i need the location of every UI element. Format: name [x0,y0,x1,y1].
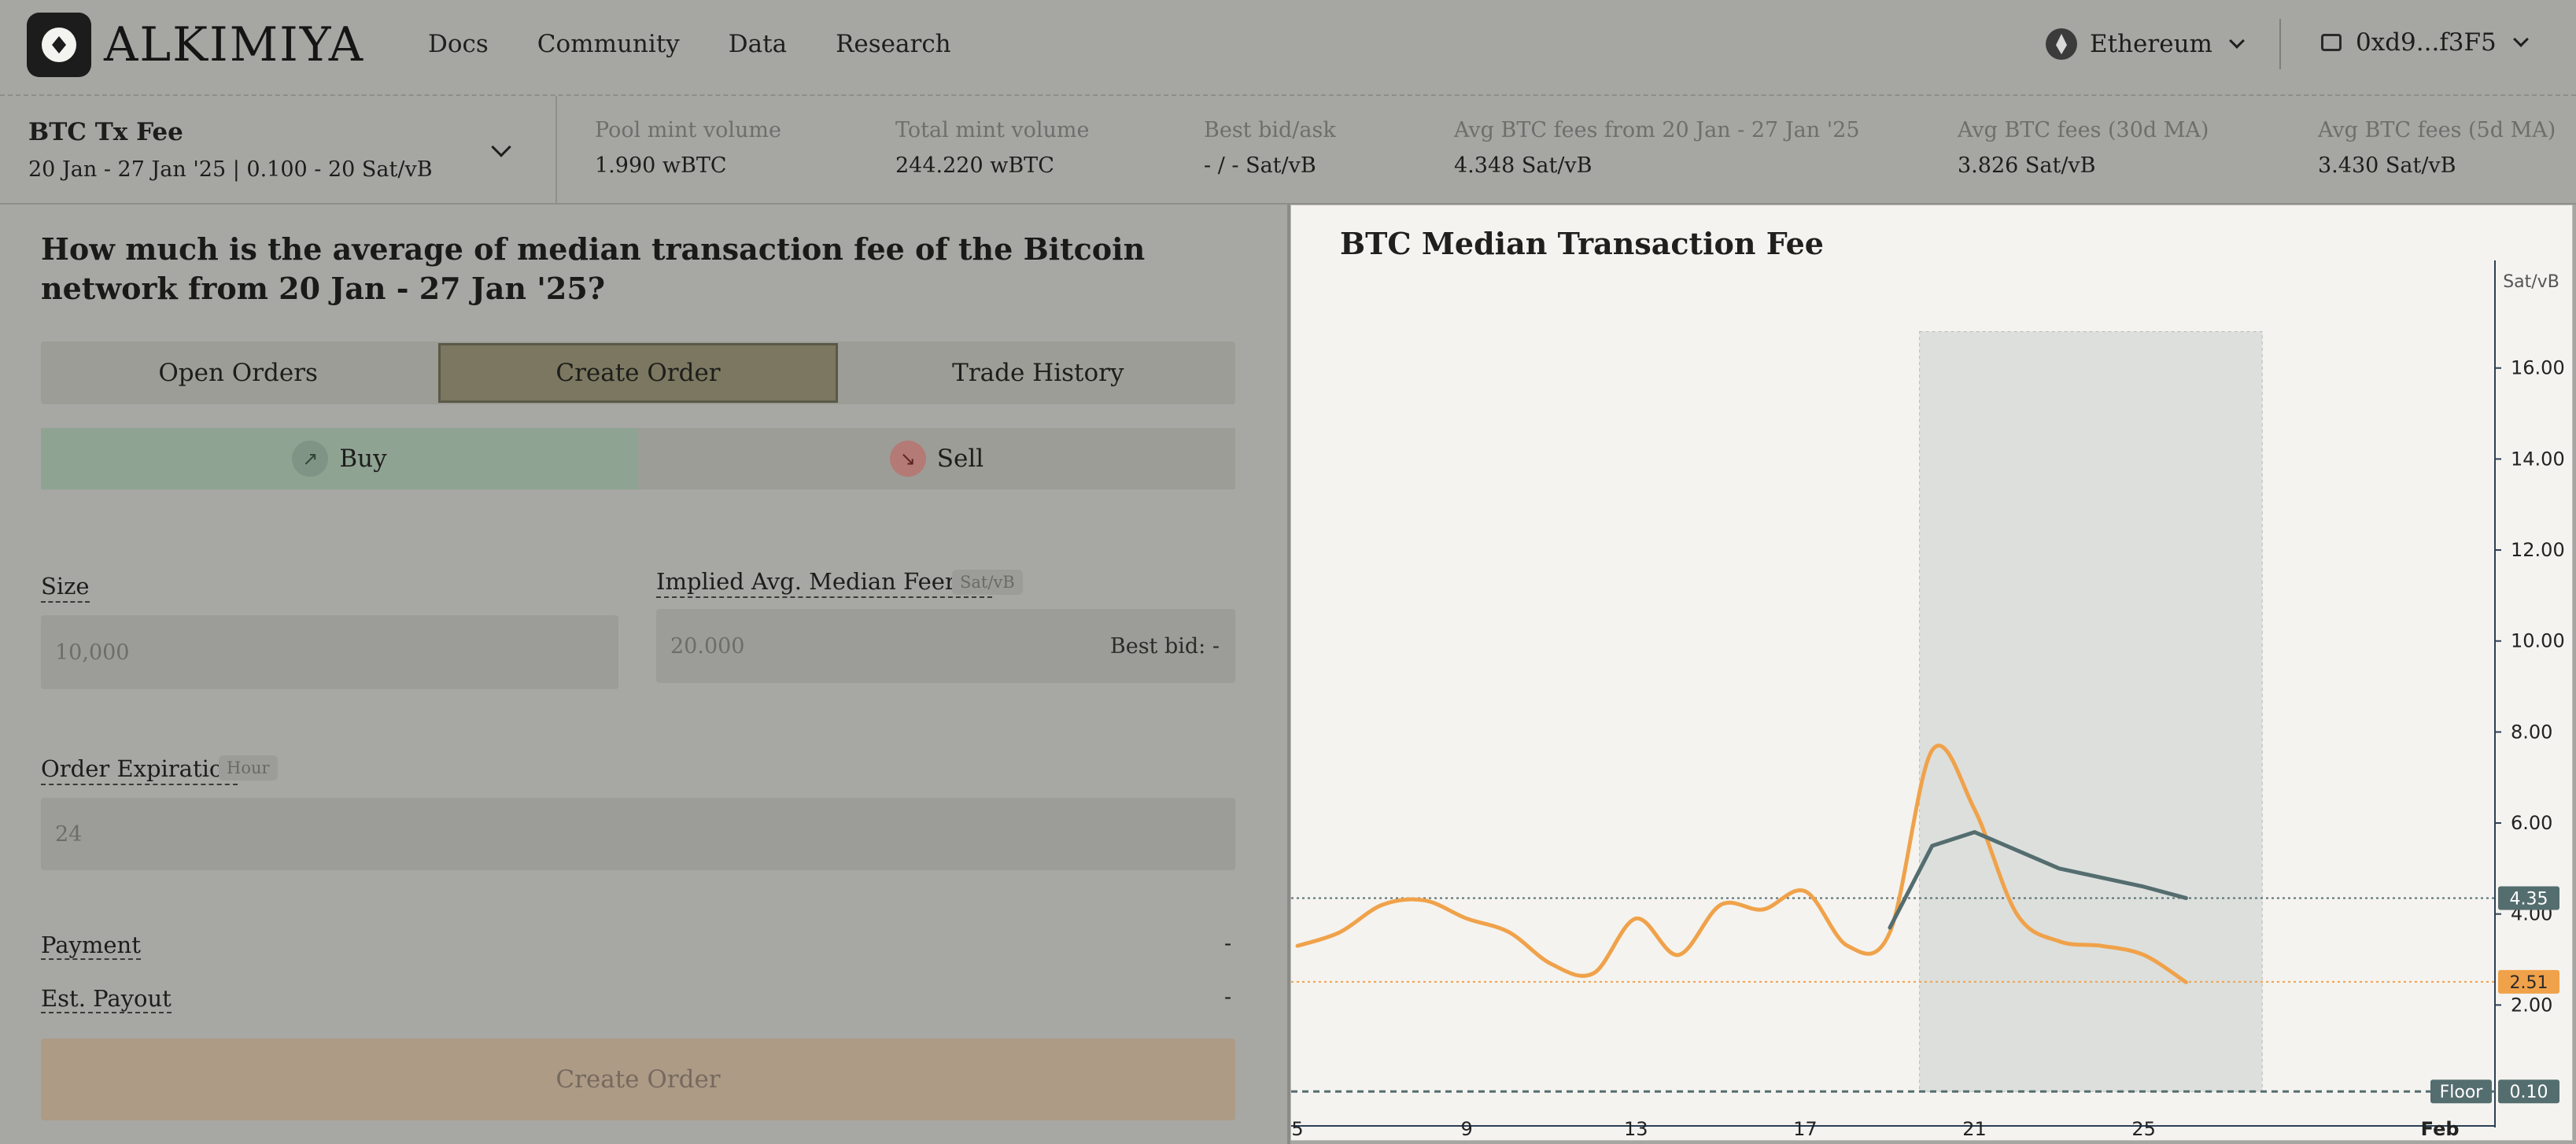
size-label: Size [41,573,90,603]
tab-create-order[interactable]: Create Order [438,343,838,403]
size-input[interactable]: 10,000 [41,615,618,689]
logo-text: ALKIMIYA [104,17,365,72]
floor-badge [2430,1079,2492,1104]
y-tick-label: 6.00 [2511,812,2552,834]
x-tick-label: 13 [1624,1118,1648,1140]
chevron-down-icon [2512,31,2529,47]
nav-research[interactable]: Research [836,30,951,58]
x-tick-label: Feb [2421,1118,2460,1140]
feerate-input[interactable]: 20.000 Best bid: - [656,609,1235,683]
x-tick-label: 5 [1291,1118,1303,1140]
reference-value-label: 4.35 [2510,889,2548,909]
y-tick-label: 16.00 [2511,357,2565,379]
nav-community[interactable]: Community [537,30,680,58]
market-title: BTC Tx Fee [28,118,183,146]
x-tick-label: 21 [1962,1118,1987,1140]
buy-button[interactable]: ↗ Buy [41,428,638,489]
sell-button[interactable]: ↘ Sell [638,428,1235,489]
order-panel: How much is the average of median transa… [0,205,1287,1144]
side-toggle: ↗ Buy ↘ Sell [41,428,1235,489]
chart-title: BTC Median Transaction Fee [1340,226,1824,261]
stat-total-mint-volume: Total mint volume 244.220 wBTC [895,118,1090,178]
panel-divider [1287,205,1290,1144]
wallet-address: 0xd9...f3F5 [2356,28,2497,57]
payment-label: Payment [41,932,141,960]
stat-pool-mint-volume: Pool mint volume 1.990 wBTC [595,118,781,178]
ethereum-icon [2046,28,2077,60]
sell-label: Sell [936,445,984,473]
floor-label: Floor [2440,1083,2484,1102]
order-expiration-input[interactable]: 24 [41,798,1235,870]
y-tick-label: 8.00 [2511,721,2552,743]
average-fee-line [1888,830,2188,930]
trend-up-icon: ↗ [292,441,329,477]
order-tabs: Open Orders Create Order Trade History [41,341,1235,404]
create-order-button[interactable]: Create Order [41,1039,1235,1120]
x-tick-label: 25 [2131,1118,2156,1140]
est-payout-value: - [1224,985,1232,1009]
trend-down-icon: ↘ [889,441,926,477]
logo[interactable]: ALKIMIYA [27,13,364,77]
y-tick-label: 10.00 [2511,630,2565,652]
tab-open-orders[interactable]: Open Orders [158,359,318,387]
x-tick-label: 17 [1793,1118,1818,1140]
stat-avg-fees-5d: Avg BTC fees (5d MA) 3.430 Sat/vB [2318,118,2556,178]
tab-trade-history[interactable]: Trade History [952,359,1124,387]
network-selector[interactable]: Ethereum [2046,28,2245,60]
nav-docs[interactable]: Docs [428,30,489,58]
reference-value-badge [2498,1079,2559,1104]
est-payout-label: Est. Payout [41,985,172,1013]
stat-avg-fees-period: Avg BTC fees from 20 Jan - 27 Jan '25 4.… [1454,118,1860,178]
expiration-unit-badge: Hour [219,755,278,781]
main-nav: Docs Community Data Research [428,30,951,58]
y-axis-label: Sat/vB [2503,272,2559,292]
y-tick-label: 12.00 [2511,539,2565,561]
market-question: How much is the average of median transa… [41,231,1146,306]
network-name: Ethereum [2090,30,2212,58]
chart-panel: BTC Median Transaction Fee 2.00 4.00 6.00 8… [1290,205,2573,1141]
buy-label: Buy [339,445,387,473]
nav-data[interactable]: Data [728,30,788,58]
market-stats-bar: BTC Tx Fee 20 Jan - 27 Jan '25 | 0.100 -… [0,96,2576,205]
header-divider [2279,19,2281,69]
highlight-range [1919,330,2263,1092]
stats-divider [555,96,557,205]
reference-value-label: 0.10 [2510,1083,2548,1102]
best-bid-hint: Best bid: - [1109,633,1220,659]
logo-icon [27,13,91,77]
chevron-down-icon[interactable] [491,137,511,157]
stat-best-bid-ask: Best bid/ask - / - Sat/vB [1204,118,1336,178]
feerate-unit-badge: Sat/vB [952,570,1023,595]
market-subtitle: 20 Jan - 27 Jan '25 | 0.100 - 20 Sat/vB [28,157,433,182]
chevron-down-icon [2229,33,2245,49]
feerate-label: Implied Avg. Median Feerate [656,568,992,598]
reference-value-badge [2498,886,2559,910]
x-tick-label: 9 [1461,1118,1473,1140]
reference-value-label: 2.51 [2510,973,2548,993]
y-tick-label: 14.00 [2511,448,2565,470]
payment-value: - [1224,932,1232,956]
stat-avg-fees-30d: Avg BTC fees (30d MA) 3.826 Sat/vB [1958,118,2209,178]
wallet-button[interactable]: 0xd9...f3F5 [2321,28,2529,57]
market-selector[interactable]: BTC Tx Fee 20 Jan - 27 Jan '25 | 0.100 -… [28,118,433,182]
y-tick-label: 2.00 [2511,994,2552,1016]
reference-value-badge [2498,969,2559,994]
top-navigation-bar: ALKIMIYA Docs Community Data Research Et… [0,0,2576,96]
order-expiration-label: Order Expiration [41,755,238,785]
wallet-icon [2321,34,2342,51]
